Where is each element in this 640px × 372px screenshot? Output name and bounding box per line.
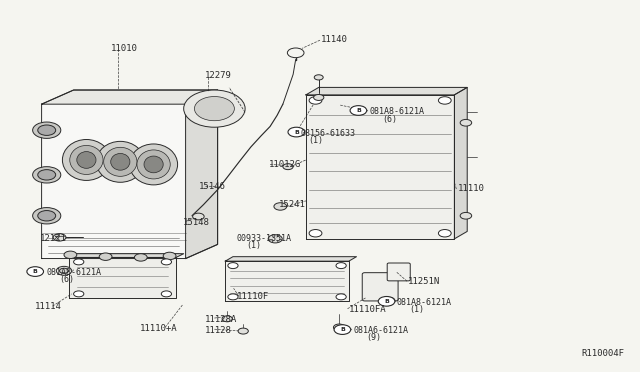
Circle shape — [56, 266, 72, 275]
Circle shape — [334, 325, 351, 334]
Circle shape — [161, 259, 172, 265]
Text: (1): (1) — [246, 241, 261, 250]
Text: (6): (6) — [60, 275, 74, 284]
Text: 081A8-6121A: 081A8-6121A — [47, 268, 102, 277]
Text: 11012G: 11012G — [269, 160, 301, 169]
Ellipse shape — [63, 140, 111, 180]
Text: 11140: 11140 — [321, 35, 348, 44]
Circle shape — [27, 267, 44, 276]
Circle shape — [283, 164, 293, 170]
Circle shape — [378, 296, 395, 306]
Ellipse shape — [129, 144, 178, 185]
Text: (1): (1) — [410, 305, 424, 314]
Circle shape — [336, 294, 346, 300]
Circle shape — [64, 251, 77, 259]
Ellipse shape — [137, 150, 170, 179]
Ellipse shape — [111, 154, 130, 170]
Text: 15241: 15241 — [278, 200, 305, 209]
Circle shape — [309, 230, 322, 237]
Polygon shape — [306, 95, 454, 239]
Circle shape — [38, 211, 56, 221]
Circle shape — [60, 268, 68, 273]
Text: R110004F: R110004F — [581, 349, 624, 358]
Circle shape — [33, 208, 61, 224]
Circle shape — [134, 254, 147, 261]
Text: 11128: 11128 — [205, 326, 232, 335]
Polygon shape — [69, 254, 184, 257]
Ellipse shape — [77, 152, 96, 168]
Text: B: B — [356, 108, 361, 113]
Circle shape — [314, 75, 323, 80]
Text: (6): (6) — [383, 115, 397, 124]
Text: 12279: 12279 — [205, 71, 232, 80]
FancyBboxPatch shape — [387, 263, 410, 281]
Circle shape — [288, 127, 305, 137]
Circle shape — [438, 97, 451, 104]
Text: 15146: 15146 — [198, 182, 225, 191]
Text: (9): (9) — [366, 333, 381, 342]
Circle shape — [268, 235, 282, 243]
Circle shape — [238, 328, 248, 334]
Text: B: B — [33, 269, 38, 274]
Circle shape — [33, 167, 61, 183]
Circle shape — [228, 263, 238, 269]
Circle shape — [161, 291, 172, 297]
Circle shape — [74, 259, 84, 265]
Circle shape — [350, 106, 367, 115]
Circle shape — [222, 316, 232, 322]
Ellipse shape — [195, 97, 234, 121]
Text: 11251N: 11251N — [408, 278, 440, 286]
Polygon shape — [42, 90, 218, 259]
Polygon shape — [225, 261, 349, 301]
Polygon shape — [186, 90, 218, 259]
Circle shape — [53, 234, 66, 241]
Circle shape — [33, 122, 61, 138]
Circle shape — [314, 94, 324, 100]
Ellipse shape — [104, 147, 137, 176]
Polygon shape — [42, 90, 218, 104]
Text: (1): (1) — [308, 136, 323, 145]
Polygon shape — [225, 257, 356, 261]
Circle shape — [460, 212, 472, 219]
Ellipse shape — [96, 141, 145, 182]
Text: 081A8-6121A: 081A8-6121A — [370, 107, 425, 116]
Circle shape — [333, 324, 345, 331]
Text: 081A6-6121A: 081A6-6121A — [353, 326, 408, 335]
Circle shape — [460, 119, 472, 126]
Circle shape — [274, 203, 287, 210]
Circle shape — [38, 125, 56, 135]
Circle shape — [74, 291, 84, 297]
Text: 11110FA: 11110FA — [349, 305, 387, 314]
FancyBboxPatch shape — [362, 273, 398, 301]
Polygon shape — [454, 87, 467, 239]
Polygon shape — [69, 257, 176, 298]
Text: 11114: 11114 — [35, 302, 62, 311]
Circle shape — [438, 230, 451, 237]
Text: B: B — [384, 299, 389, 304]
Text: B: B — [340, 327, 345, 332]
Ellipse shape — [184, 90, 245, 127]
Circle shape — [228, 294, 238, 300]
Circle shape — [99, 253, 112, 260]
Polygon shape — [306, 87, 467, 95]
Text: 15148: 15148 — [182, 218, 209, 227]
Text: 00933-1351A: 00933-1351A — [237, 234, 292, 243]
Text: 11010: 11010 — [111, 44, 138, 53]
Text: 11110F: 11110F — [237, 292, 269, 301]
Circle shape — [309, 97, 322, 104]
Circle shape — [163, 252, 176, 260]
Text: B: B — [294, 129, 299, 135]
Text: 11110+A: 11110+A — [140, 324, 177, 333]
Text: 081A8-6121A: 081A8-6121A — [397, 298, 452, 307]
Text: 11128A: 11128A — [205, 315, 237, 324]
Circle shape — [336, 263, 346, 269]
Text: 12121: 12121 — [40, 234, 67, 243]
Ellipse shape — [70, 145, 103, 174]
Text: 11110: 11110 — [458, 185, 484, 193]
Circle shape — [383, 297, 395, 304]
Circle shape — [193, 213, 204, 220]
Text: 08156-61633: 08156-61633 — [301, 129, 356, 138]
Ellipse shape — [144, 156, 163, 173]
Circle shape — [38, 170, 56, 180]
